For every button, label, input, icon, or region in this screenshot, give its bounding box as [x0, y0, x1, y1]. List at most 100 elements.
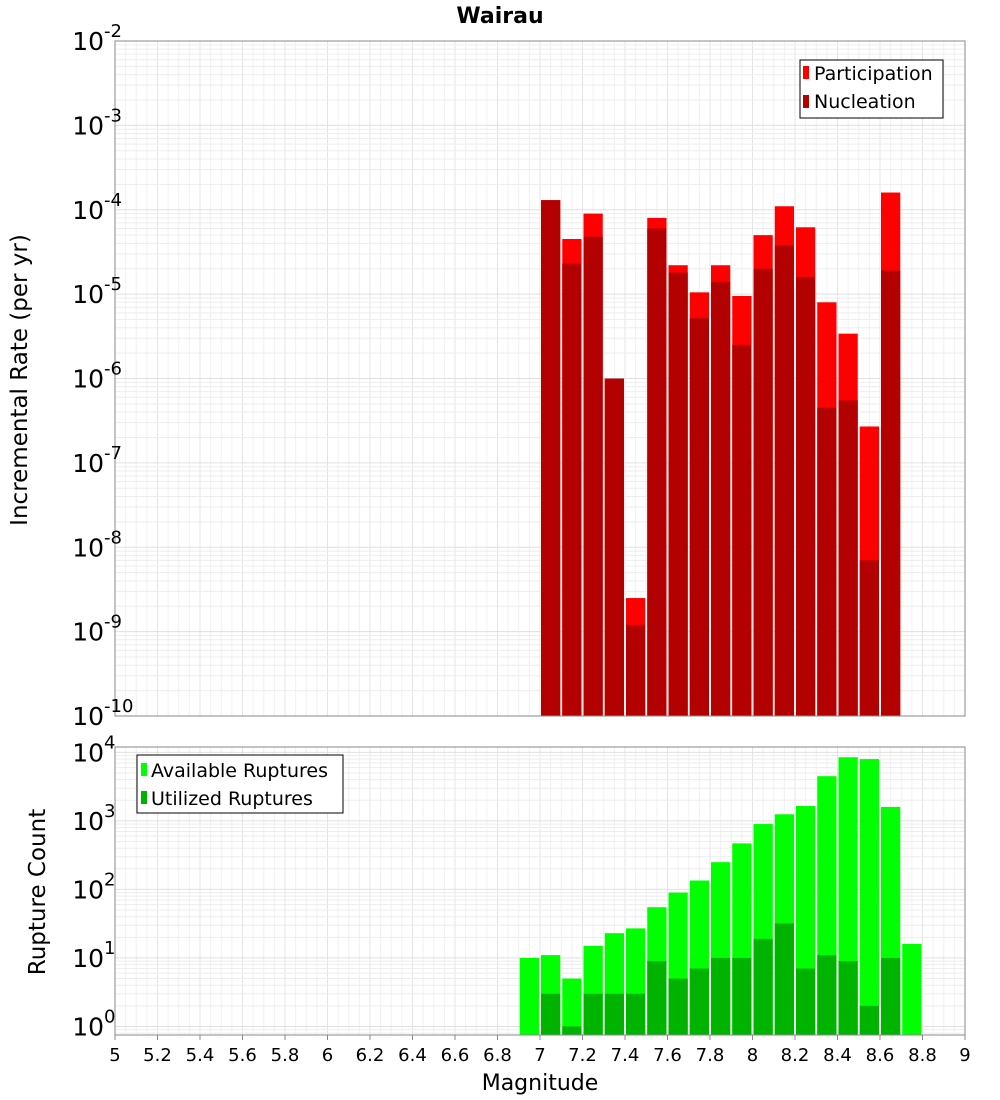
bottom-y-tick-exponent: 4	[104, 732, 115, 753]
top-y-tick-exponent: -6	[104, 359, 122, 380]
bottom-bar-s1	[753, 938, 773, 1035]
legend-label-utilized: Utilized Ruptures	[151, 788, 313, 810]
top-y-tick-label: 10	[72, 449, 104, 478]
bottom-y-tick-label: 10	[72, 1012, 104, 1041]
bottom-y-tick-label: 10	[72, 807, 104, 836]
top-y-ticks: 10-210-310-410-510-610-710-810-910-10	[72, 21, 133, 731]
top-bar-s1	[753, 268, 773, 716]
bottom-bar-s1	[796, 968, 816, 1035]
top-bar-s1	[647, 228, 667, 716]
top-bar-s1	[838, 400, 858, 716]
top-bar-s1	[711, 281, 731, 716]
top-y-tick-exponent: -3	[104, 105, 122, 126]
top-bar-s1	[541, 200, 561, 716]
x-tick-label: 7.8	[696, 1045, 725, 1066]
top-y-tick-label: 10	[72, 111, 104, 140]
legend-label-available: Available Ruptures	[151, 760, 328, 782]
bottom-bar-s1	[626, 993, 646, 1035]
top-y-axis-label: Incremental Rate (per yr)	[7, 234, 33, 526]
x-tick-label: 6.8	[483, 1045, 512, 1066]
x-tick-label: 7.2	[568, 1045, 597, 1066]
top-bar-s1	[604, 378, 624, 716]
x-tick-label: 6.4	[398, 1045, 427, 1066]
top-y-tick-exponent: -7	[104, 443, 122, 464]
top-y-tick-label: 10	[72, 196, 104, 225]
top-y-tick-exponent: -2	[104, 21, 122, 42]
chart-title: Wairau	[456, 4, 543, 29]
bottom-bar-s1	[859, 1005, 879, 1035]
top-y-tick-label: 10	[72, 365, 104, 394]
top-y-tick-label: 10	[72, 533, 104, 562]
legend-label-participation: Participation	[814, 63, 933, 85]
x-tick-label: 8	[747, 1045, 758, 1066]
top-bar-s1	[562, 263, 582, 716]
legend-swatch-utilized	[141, 791, 147, 804]
top-grid	[115, 40, 965, 717]
x-tick-label: 5.8	[271, 1045, 300, 1066]
x-axis-ticks: 5 5.2 5.4 5.6 5.8 6 6.2 6.4 6.6 6.8 7 7.2 7.4 7.6 7.8 8…	[109, 1035, 971, 1066]
top-bar-s1	[817, 407, 837, 716]
bottom-y-tick-exponent: 2	[104, 869, 115, 890]
top-y-tick-label: 10	[72, 27, 104, 56]
top-y-tick-label: 10	[72, 280, 104, 309]
bottom-bar-s1	[668, 978, 688, 1035]
participation-nucleation-panel: 10-210-310-410-510-610-710-810-910-10 In…	[7, 21, 966, 731]
top-bar-s1	[668, 272, 688, 716]
top-bar-s1	[626, 624, 646, 716]
top-bar-s1	[881, 270, 901, 716]
bottom-bar-s0	[519, 957, 539, 1035]
top-y-tick-exponent: -5	[104, 274, 122, 295]
bottom-y-tick-exponent: 0	[104, 1006, 115, 1027]
top-bar-s1	[732, 344, 752, 716]
bottom-y-tick-label: 10	[72, 738, 104, 767]
top-y-tick-exponent: -8	[104, 527, 122, 548]
x-tick-label: 6.2	[356, 1045, 385, 1066]
x-tick-label: 5.6	[228, 1045, 257, 1066]
x-tick-label: 6.6	[441, 1045, 470, 1066]
bottom-bars	[519, 757, 922, 1035]
bottom-bar-s1	[881, 957, 901, 1035]
bottom-bar-s1	[711, 957, 731, 1035]
bottom-bar-s1	[732, 957, 752, 1035]
x-tick-label: 9	[959, 1045, 970, 1066]
top-bar-s1	[689, 318, 709, 716]
bottom-bar-s1	[541, 993, 561, 1035]
bottom-bar-s1	[604, 993, 624, 1035]
bottom-bar-s1	[817, 955, 837, 1035]
bottom-y-tick-exponent: 1	[104, 938, 115, 959]
x-tick-label: 5.4	[186, 1045, 215, 1066]
top-y-tick-exponent: -10	[104, 696, 133, 717]
bottom-bar-s1	[562, 1026, 582, 1035]
x-tick-label: 7.6	[653, 1045, 682, 1066]
top-legend: Participation Nucleation	[799, 59, 944, 119]
bottom-bar-s1	[774, 923, 794, 1035]
top-y-tick-label: 10	[72, 618, 104, 647]
top-bar-s1	[859, 560, 879, 716]
x-tick-label: 8.8	[908, 1045, 937, 1066]
top-y-tick-label: 10	[72, 702, 104, 731]
bottom-grid	[115, 747, 965, 1035]
legend-swatch-available	[141, 763, 147, 776]
bottom-bar-s0	[902, 943, 922, 1035]
bottom-bar-s1	[647, 961, 667, 1035]
x-tick-label: 5	[109, 1045, 120, 1066]
bottom-legend: Available Ruptures Utilized Ruptures	[136, 754, 344, 814]
bottom-y-tick-exponent: 3	[104, 801, 115, 822]
bottom-bar-s1	[838, 961, 858, 1035]
bottom-bar-s0	[859, 759, 879, 1035]
bottom-bar-s1	[583, 993, 603, 1035]
x-tick-label: 8.6	[866, 1045, 895, 1066]
top-bar-s1	[796, 276, 816, 716]
top-bar-s1	[774, 245, 794, 717]
x-tick-label: 8.4	[823, 1045, 852, 1066]
x-tick-label: 7	[534, 1045, 545, 1066]
bottom-bar-s1	[689, 968, 709, 1035]
x-tick-label: 8.2	[781, 1045, 810, 1066]
bottom-y-axis-label: Rupture Count	[25, 809, 51, 975]
x-tick-label: 5.2	[143, 1045, 172, 1066]
bottom-bar-s0	[562, 978, 582, 1035]
legend-swatch-participation	[803, 66, 809, 79]
legend-swatch-nucleation	[803, 95, 809, 108]
legend-label-nucleation: Nucleation	[814, 91, 916, 113]
